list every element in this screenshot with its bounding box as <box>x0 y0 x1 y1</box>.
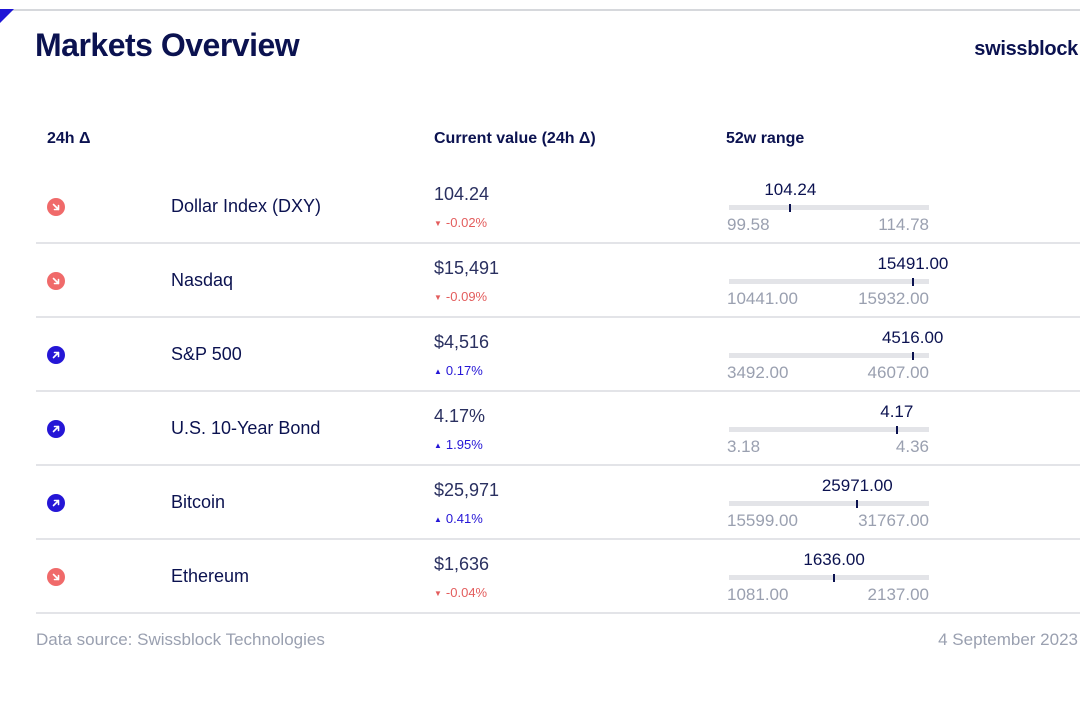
range-current-label: 25971.00 <box>821 476 893 495</box>
triangle-up-icon: ▲ <box>434 367 442 376</box>
range-min-label: 15599.00 <box>727 511 798 530</box>
asset-name: Ethereum <box>171 566 250 586</box>
range-max-label: 31767.00 <box>858 511 929 530</box>
asset-name: Bitcoin <box>171 492 226 512</box>
table-row: Dollar Index (DXY) 104.24 ▼ -0.02% 104.24 99.… <box>0 170 1080 244</box>
range-track <box>729 501 929 506</box>
change-percent: -0.02% <box>445 215 488 230</box>
range-min-label: 3492.00 <box>727 363 789 382</box>
current-value: 4.17% <box>434 406 486 426</box>
range-marker <box>895 426 898 434</box>
triangle-up-icon: ▲ <box>434 515 442 524</box>
asset-name: Dollar Index (DXY) <box>171 196 322 216</box>
range-current-label: 104.24 <box>764 180 817 199</box>
range-min-label: 3.18 <box>727 437 761 456</box>
arrow-down-right-icon <box>47 568 65 586</box>
change-value: ▼ -0.04% <box>434 585 487 600</box>
asset-name: Nasdaq <box>171 270 234 290</box>
current-value: $4,516 <box>434 332 490 352</box>
triangle-down-icon: ▼ <box>434 293 442 302</box>
change-percent: 0.17% <box>445 363 483 378</box>
range-current-label: 1636.00 <box>803 550 865 569</box>
table-row: U.S. 10-Year Bond 4.17% ▲ 1.95% 4.17 3.18 4.36 <box>0 392 1080 466</box>
table-row: Bitcoin $25,971 ▲ 0.41% 25971.00 15599.00 3176… <box>0 466 1080 540</box>
range-marker <box>856 500 859 508</box>
range-track <box>729 575 929 580</box>
range-marker <box>911 278 914 286</box>
row-divider <box>36 538 1080 540</box>
arrow-down-right-icon <box>47 272 65 290</box>
range-max-label: 4607.00 <box>867 363 929 382</box>
range-track <box>729 353 929 358</box>
range-track <box>729 427 929 432</box>
range-marker <box>911 352 914 360</box>
corner-accent <box>0 9 14 23</box>
change-percent: 0.41% <box>445 511 483 526</box>
brand-logo: swissblock <box>974 38 1078 60</box>
current-value: $15,491 <box>434 258 500 278</box>
range-current-label: 15491.00 <box>877 254 949 273</box>
change-percent: -0.04% <box>445 585 488 600</box>
range-max-label: 114.78 <box>878 215 929 234</box>
range-max-label: 15932.00 <box>858 289 929 308</box>
range-marker <box>789 204 792 212</box>
current-value: $25,971 <box>434 480 500 500</box>
arrow-up-right-icon <box>47 494 65 512</box>
row-divider <box>36 242 1080 244</box>
row-divider <box>36 316 1080 318</box>
arrow-up-right-icon <box>47 346 65 364</box>
column-header-current: Current value (24h Δ) <box>434 130 596 147</box>
triangle-down-icon: ▼ <box>434 219 442 228</box>
range-track <box>729 279 929 284</box>
change-value: ▼ -0.09% <box>434 289 487 304</box>
range-min-label: 1081.00 <box>727 585 789 604</box>
arrow-down-right-icon <box>47 198 65 216</box>
arrow-up-right-icon <box>47 420 65 438</box>
table-row: Nasdaq $15,491 ▼ -0.09% 15491.00 10441.00 1593… <box>0 244 1080 318</box>
range-track <box>729 205 929 210</box>
triangle-down-icon: ▼ <box>434 589 442 598</box>
page-title: Markets Overview <box>35 27 300 63</box>
range-max-label: 4.36 <box>895 437 929 456</box>
range-current-label: 4516.00 <box>881 328 944 347</box>
column-header-range: 52w range <box>726 130 805 147</box>
triangle-up-icon: ▲ <box>434 441 442 450</box>
row-divider <box>36 612 1080 614</box>
range-max-label: 2137.00 <box>867 585 929 604</box>
range-marker <box>833 574 836 582</box>
range-min-label: 10441.00 <box>727 289 798 308</box>
change-percent: -0.09% <box>445 289 488 304</box>
report-date: 4 September 2023 <box>938 630 1078 649</box>
data-source-note: Data source: Swissblock Technologies <box>36 630 325 649</box>
row-divider <box>36 464 1080 466</box>
change-value: ▲ 0.41% <box>434 511 483 526</box>
range-current-label: 4.17 <box>880 402 914 421</box>
current-value: $1,636 <box>434 554 490 574</box>
top-rule <box>0 9 1080 11</box>
row-divider <box>36 390 1080 392</box>
asset-name: U.S. 10-Year Bond <box>171 418 321 438</box>
range-min-label: 99.58 <box>727 215 770 234</box>
table-row: S&P 500 $4,516 ▲ 0.17% 4516.00 3492.00 4607.00 <box>0 318 1080 392</box>
change-value: ▲ 1.95% <box>434 437 483 452</box>
table-row: Ethereum $1,636 ▼ -0.04% 1636.00 1081.00 2137.… <box>0 540 1080 614</box>
change-percent: 1.95% <box>445 437 483 452</box>
change-value: ▲ 0.17% <box>434 363 483 378</box>
asset-name: S&P 500 <box>171 344 242 364</box>
change-value: ▼ -0.02% <box>434 215 487 230</box>
column-header-change: 24h Δ <box>47 130 91 147</box>
current-value: 104.24 <box>434 184 490 204</box>
